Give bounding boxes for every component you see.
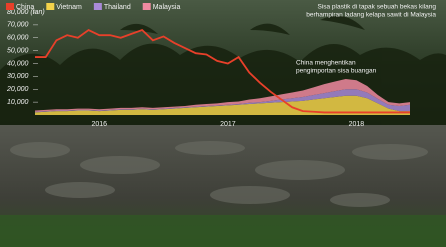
y-tick-label: 50,000 — [7, 47, 29, 54]
x-tick-label: 2016 — [91, 121, 107, 128]
y-tick-label: 70,000 — [7, 22, 29, 29]
page: {"chart_data": { "type": "line-stacked-a… — [0, 0, 446, 247]
legend-swatch — [46, 3, 54, 10]
legend-swatch — [94, 3, 102, 10]
x-tick-label: 2017 — [220, 121, 236, 128]
legend-label: China — [16, 4, 34, 11]
legend-swatch — [143, 3, 151, 10]
y-tick-label: 30,000 — [7, 73, 29, 80]
chart: Sisa plastik di tapak sebuah bekas kilan… — [0, 0, 446, 247]
y-tick-label: 40,000 — [7, 60, 29, 67]
legend-label: Malaysia — [153, 4, 181, 11]
x-tick-label: 2018 — [349, 121, 365, 128]
annotation: pengimportan sisa buangan — [296, 68, 377, 75]
y-tick-label: 20,000 — [6, 86, 29, 93]
photo-grass — [0, 215, 446, 247]
photo-caption: Sisa plastik di tapak sebuah bekas kilan… — [317, 4, 436, 11]
photo-caption: berhampiran ladang kelapa sawit di Malay… — [306, 12, 436, 19]
annotation: China menghentikan — [296, 60, 356, 67]
legend-swatch — [6, 3, 14, 10]
legend-label: Thailand — [104, 4, 131, 11]
y-tick-label: 60,000 — [7, 35, 29, 42]
legend-label: Vietnam — [56, 4, 82, 11]
y-tick-label: 10,000 — [7, 99, 29, 106]
